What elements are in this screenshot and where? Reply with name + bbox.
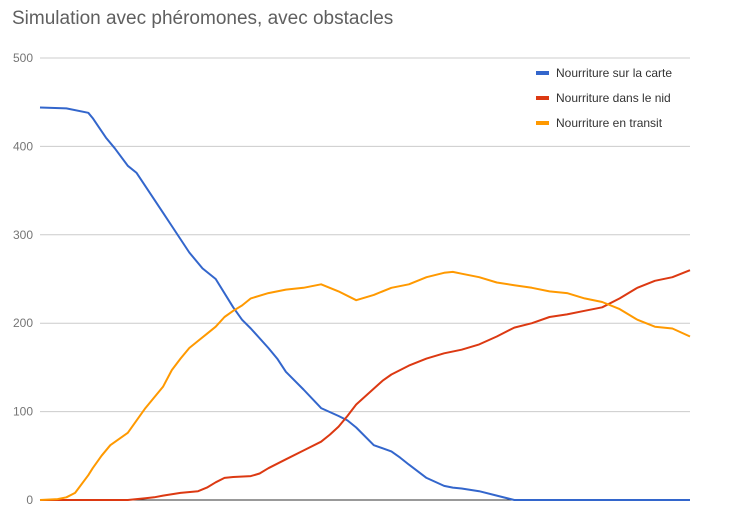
series-lines [39, 106, 691, 501]
y-axis-ticks: 0 100 200 300 400 500 [13, 51, 33, 507]
y-tick-label-0: 0 [26, 493, 33, 507]
legend: Nourriture sur la carte Nourriture dans l… [536, 66, 672, 130]
y-tick-label-400: 400 [13, 139, 33, 153]
y-tick-label-100: 100 [13, 405, 33, 419]
legend-label-2: Nourriture dans le nid [556, 91, 671, 105]
series-line-1 [39, 106, 690, 501]
y-tick-label-500: 500 [13, 51, 33, 65]
series-line-2 [40, 269, 691, 501]
legend-label-3: Nourriture en transit [556, 116, 663, 130]
y-tick-label-300: 300 [13, 228, 33, 242]
y-tick-label-200: 200 [13, 316, 33, 330]
series-line-3 [39, 270, 691, 501]
legend-label-1: Nourriture sur la carte [556, 66, 672, 80]
chart-title: Simulation avec phéromones, avec obstacl… [12, 8, 394, 29]
grid-lines [40, 57, 690, 413]
